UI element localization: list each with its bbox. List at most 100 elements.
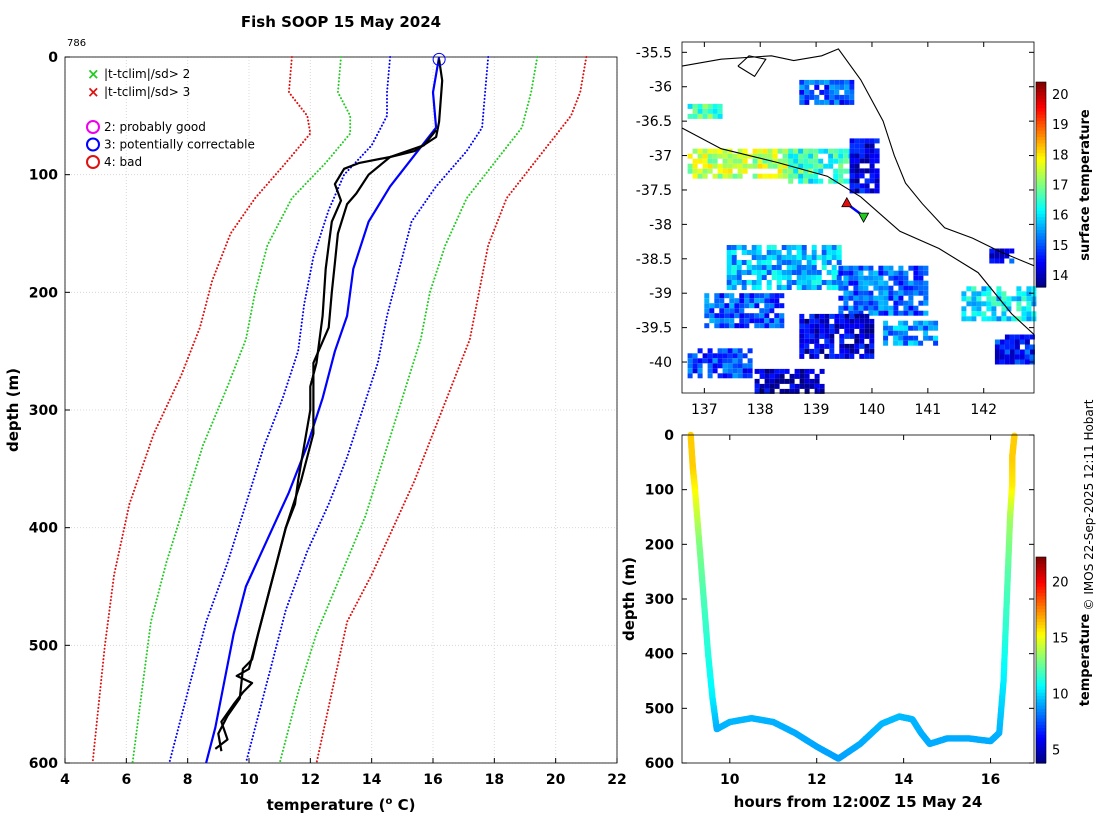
sst-pixel [849, 328, 855, 334]
x-tick-label: 8 [183, 772, 193, 788]
sst-pixel [1009, 334, 1015, 340]
legend-label: 3: potentially correctable [104, 138, 255, 152]
sst-pixel [859, 173, 865, 179]
colorbar-segment [1036, 557, 1046, 561]
colorbar-segment [1036, 711, 1046, 716]
sst-pixel [844, 84, 850, 90]
sst-pixel [736, 275, 742, 280]
sst-pixel [913, 285, 919, 291]
sst-pixel [726, 260, 732, 265]
sst-pixel [849, 318, 855, 324]
sst-pixel [744, 303, 750, 309]
sst-pixel [859, 343, 865, 349]
sst-pixel [793, 173, 799, 179]
sst-pixel [918, 280, 924, 286]
sst-pixel [844, 318, 850, 324]
sst-pixel [831, 285, 837, 290]
legend-cross-marker: × [87, 65, 100, 83]
sst-pixel [873, 275, 879, 281]
sst-pixel [757, 173, 763, 179]
sst-pixel [774, 383, 780, 389]
sst-pixel [853, 285, 859, 291]
sst-pixel [692, 368, 698, 374]
y-axis-label: depth (m) [4, 368, 22, 452]
sst-pixel [878, 290, 884, 296]
x-tick-label: 141 [914, 402, 941, 418]
sst-pixel [809, 313, 815, 319]
sst-pixel [986, 301, 992, 307]
colorbar-segment [1036, 149, 1046, 154]
sst-pixel [749, 313, 755, 319]
sst-pixel [759, 323, 765, 329]
sst-pixel [799, 343, 805, 349]
sst-pixel [772, 173, 778, 179]
sst-pixel [883, 265, 889, 271]
legend-label: 2: probably good [104, 120, 206, 134]
sst-pixel [707, 163, 713, 169]
sst-pixel [824, 94, 830, 100]
sst-pixel [829, 333, 835, 339]
sst-pixel [759, 308, 765, 314]
sst-pixel [961, 306, 967, 312]
sst-pixel [799, 353, 805, 359]
sst-pixel [898, 265, 904, 271]
sst-pixel [791, 260, 797, 265]
y-tick-label: 400 [645, 647, 674, 663]
colorbar-segment [1036, 130, 1046, 134]
sst-pixel [858, 265, 864, 271]
series-line [131, 56, 352, 764]
credit-text: © IMOS 22-Sep-2025 12:11 Hobart [1082, 399, 1096, 610]
sst-pixel [913, 280, 919, 286]
colorbar-segment [1036, 216, 1046, 221]
sst-pixel [819, 79, 825, 85]
colorbar-segment [1036, 585, 1046, 590]
sst-pixel [804, 99, 810, 105]
sst-pixel [732, 173, 738, 179]
sst-pixel [791, 245, 797, 250]
sst-pixel [839, 99, 845, 105]
sst-pixel [772, 158, 778, 164]
sst-pixel [1021, 316, 1027, 322]
sst-pixel [888, 310, 894, 316]
colorbar-segment [1036, 158, 1046, 163]
colorbar-segment [1036, 573, 1046, 577]
sst-pixel [994, 248, 1000, 254]
colorbar-segment [1036, 721, 1046, 725]
x-tick-label: 140 [859, 402, 886, 418]
sst-pixel [839, 313, 845, 319]
sst-pixel [731, 255, 737, 260]
sst-pixel [1006, 301, 1012, 307]
sst-pixel [831, 245, 837, 250]
sst-pixel [1004, 354, 1010, 360]
sst-pixel [831, 275, 837, 280]
sst-pixel [874, 178, 880, 184]
sst-pixel [793, 163, 799, 169]
sst-pixel [811, 270, 817, 275]
sst-pixel [843, 275, 849, 281]
colorbar-tick-label: 17 [1052, 179, 1069, 194]
sst-pixel [779, 313, 785, 319]
sst-pixel [726, 250, 732, 255]
sst-pixel [1016, 316, 1022, 322]
sst-pixel [829, 313, 835, 319]
colorbar-segment [1036, 663, 1046, 668]
sst-pixel [859, 138, 865, 144]
sst-pixel [804, 378, 810, 384]
sst-pixel [697, 348, 703, 354]
sst-pixel [779, 388, 785, 394]
sst-pixel [1026, 306, 1032, 312]
sst-pixel [782, 153, 788, 159]
sst-pixel [893, 290, 899, 296]
sst-pixel [1014, 359, 1020, 365]
colorbar-segment [1036, 210, 1046, 214]
sst-pixel [859, 318, 865, 324]
sst-pixel [1004, 253, 1010, 259]
sst-pixel [771, 265, 777, 270]
sst-pixel [918, 285, 924, 291]
colorbar-segment [1036, 232, 1046, 237]
sst-pixel [918, 265, 924, 271]
colorbar-segment [1036, 200, 1046, 205]
sst-pixel [692, 158, 698, 164]
sst-pixel [1024, 354, 1030, 360]
sst-pixel [854, 163, 860, 169]
